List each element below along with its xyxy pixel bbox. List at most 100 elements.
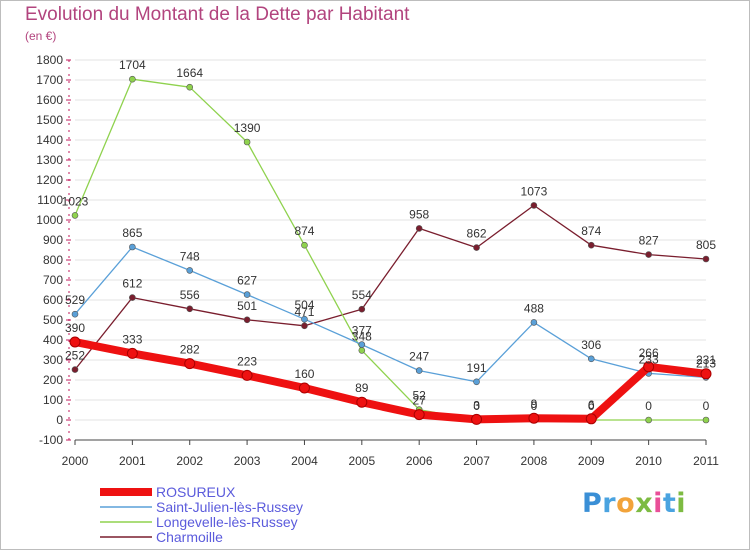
data-label: 556 bbox=[180, 288, 200, 302]
data-label: 874 bbox=[294, 224, 314, 238]
data-label: 865 bbox=[122, 226, 142, 240]
y-tick-label: 500 bbox=[43, 313, 63, 327]
data-point bbox=[186, 267, 194, 274]
x-tick-label: 2010 bbox=[635, 454, 662, 468]
y-tick-label: 200 bbox=[43, 373, 63, 387]
data-label: 1664 bbox=[176, 66, 203, 80]
data-label: 252 bbox=[65, 349, 85, 363]
data-point bbox=[186, 305, 194, 313]
data-point bbox=[585, 413, 597, 425]
data-point bbox=[298, 382, 310, 394]
data-label: 805 bbox=[696, 238, 716, 252]
data-point bbox=[243, 316, 251, 324]
data-label: 233 bbox=[639, 352, 659, 366]
data-label: 333 bbox=[122, 332, 142, 346]
data-label: 874 bbox=[581, 224, 601, 238]
data-point bbox=[645, 416, 652, 424]
series-line bbox=[71, 338, 710, 424]
data-label: 748 bbox=[180, 249, 200, 263]
data-point bbox=[129, 75, 136, 83]
data-point bbox=[358, 341, 366, 348]
data-label: 1073 bbox=[521, 184, 548, 198]
y-tick-label: 600 bbox=[43, 293, 63, 307]
data-point bbox=[413, 409, 425, 421]
y-tick-label: 0 bbox=[56, 413, 63, 427]
y-tick-label: 1800 bbox=[36, 53, 63, 67]
chart-legend: ROSUREUXSaint-Julien-lès-RusseyLongevell… bbox=[100, 484, 303, 545]
legend-label: Saint-Julien-lès-Russey bbox=[156, 499, 303, 515]
y-tick-label: 1500 bbox=[36, 113, 63, 127]
data-label: 0 bbox=[645, 399, 652, 413]
data-point bbox=[186, 83, 194, 91]
data-label: 827 bbox=[639, 234, 659, 248]
y-tick-label: 800 bbox=[43, 253, 63, 267]
data-label: 306 bbox=[581, 338, 601, 352]
data-label: 6 bbox=[588, 398, 595, 412]
data-point bbox=[356, 396, 368, 408]
data-point bbox=[473, 244, 480, 251]
data-label: 488 bbox=[524, 301, 544, 315]
data-point bbox=[129, 243, 136, 251]
data-point bbox=[473, 378, 480, 386]
data-label: 213 bbox=[696, 356, 716, 370]
data-label: 377 bbox=[352, 324, 372, 338]
data-point bbox=[184, 358, 196, 370]
y-tick-label: 1200 bbox=[36, 173, 63, 187]
chart-title: Evolution du Montant de la Dette par Hab… bbox=[25, 4, 410, 25]
data-point bbox=[71, 212, 79, 219]
x-tick-label: 2009 bbox=[578, 454, 605, 468]
data-label: 9 bbox=[531, 397, 538, 411]
data-label: 3 bbox=[473, 398, 480, 412]
data-label: 160 bbox=[294, 367, 314, 381]
data-label: 52 bbox=[413, 389, 427, 403]
data-point bbox=[129, 294, 136, 301]
legend-label: Longevelle-lès-Russey bbox=[156, 514, 298, 530]
y-tick-label: 1000 bbox=[36, 213, 63, 227]
x-tick-label: 2011 bbox=[693, 454, 719, 468]
data-label: 529 bbox=[65, 293, 85, 307]
data-label: 1704 bbox=[119, 58, 146, 72]
data-label: 612 bbox=[122, 277, 142, 291]
data-label: 0 bbox=[703, 399, 710, 413]
y-tick-label: 1300 bbox=[36, 153, 63, 167]
legend-label: Charmoille bbox=[156, 529, 223, 545]
x-tick-label: 2005 bbox=[348, 454, 375, 468]
x-tick-label: 2003 bbox=[234, 454, 261, 468]
data-label: 27 bbox=[413, 394, 427, 408]
data-label: 348 bbox=[352, 329, 372, 343]
data-label: 282 bbox=[180, 343, 200, 357]
data-point bbox=[71, 366, 79, 373]
y-tick-label: 400 bbox=[43, 333, 63, 347]
data-label: 1390 bbox=[234, 121, 261, 135]
data-point bbox=[71, 310, 79, 318]
data-point bbox=[358, 347, 366, 354]
data-point bbox=[471, 413, 483, 425]
data-label: 223 bbox=[237, 354, 257, 368]
data-label: 266 bbox=[639, 346, 659, 360]
x-tick-label: 2004 bbox=[291, 454, 318, 468]
y-tick-label: 100 bbox=[43, 393, 63, 407]
data-label: 504 bbox=[294, 298, 314, 312]
data-label: 191 bbox=[467, 361, 487, 375]
data-label: 0 bbox=[531, 399, 538, 413]
chart-unit-label: (en €) bbox=[25, 29, 57, 43]
x-tick-label: 2000 bbox=[62, 454, 89, 468]
data-point bbox=[358, 305, 366, 313]
data-label: 554 bbox=[352, 288, 372, 302]
data-point bbox=[69, 336, 81, 348]
data-label: 390 bbox=[65, 321, 85, 335]
data-point bbox=[587, 355, 595, 363]
data-point bbox=[530, 319, 538, 326]
proxiti-logo: Proxiti bbox=[582, 488, 687, 519]
data-point bbox=[301, 241, 308, 249]
x-tick-label: 2008 bbox=[521, 454, 548, 468]
data-point bbox=[126, 347, 138, 359]
data-label: 862 bbox=[467, 227, 487, 241]
data-point bbox=[243, 138, 251, 146]
data-point bbox=[415, 367, 423, 374]
y-tick-label: 700 bbox=[43, 273, 63, 287]
data-point bbox=[700, 368, 712, 380]
data-label: 471 bbox=[294, 305, 314, 319]
data-label: 231 bbox=[696, 353, 716, 367]
